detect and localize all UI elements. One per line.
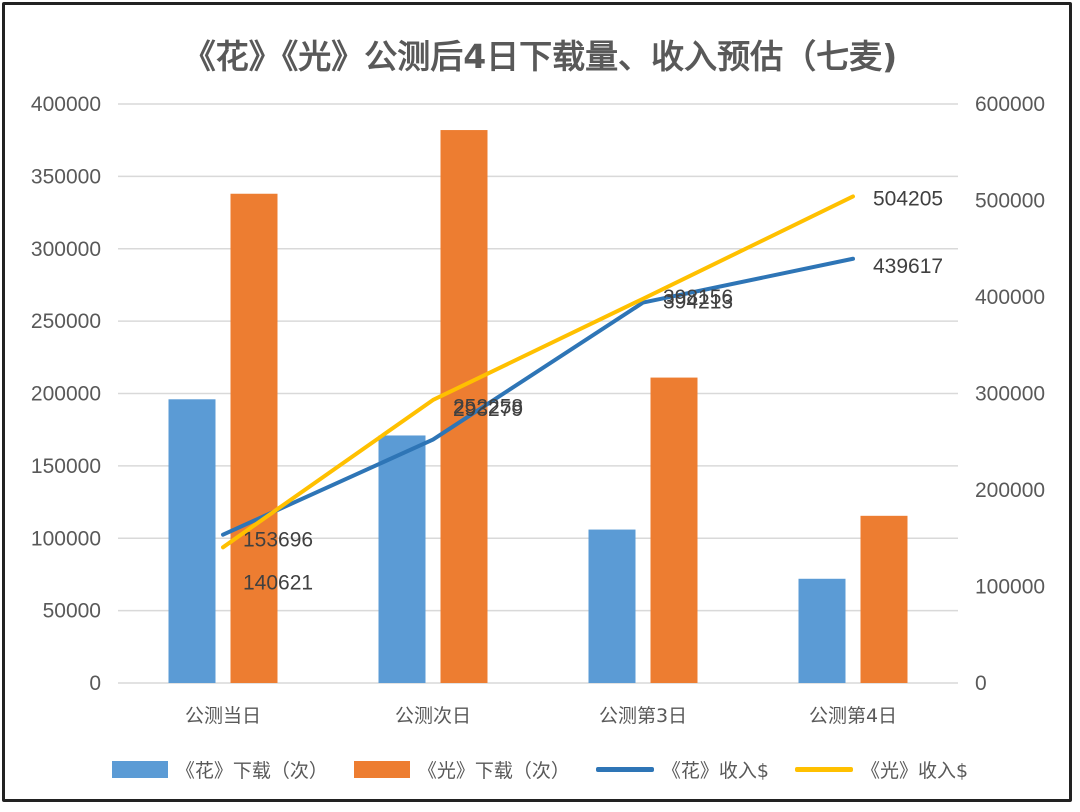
- data-label: 398156: [663, 286, 733, 309]
- x-category-label: 公测当日: [185, 705, 261, 727]
- y-left-tick-label: 200000: [31, 383, 101, 406]
- y-right-tick-label: 100000: [975, 576, 1045, 599]
- data-label: 252258: [453, 396, 523, 419]
- chart-legend: 《花》下载（次） 《光》下载（次） 《花》收入$ 《光》收入$: [0, 752, 1080, 786]
- legend-item-guang-downloads: 《光》下载（次）: [353, 756, 570, 783]
- data-label: 439617: [873, 255, 943, 278]
- y-left-tick-label: 350000: [31, 165, 101, 188]
- legend-item-hua-revenue: 《花》收入$: [595, 756, 770, 783]
- legend-label-guang-downloads: 《光》下载（次）: [417, 759, 570, 782]
- chart-title: 《花》《光》公测后4日下载量、收入预估（七麦): [182, 37, 898, 76]
- y-right-tick-label: 400000: [975, 286, 1045, 309]
- y-right-tick-label: 500000: [975, 190, 1045, 213]
- y-left-tick-label: 150000: [31, 455, 101, 478]
- y-right-tick-label: 0: [975, 672, 987, 695]
- y-left-tick-label: 100000: [31, 527, 101, 550]
- legend-label-guang-revenue: 《光》收入$: [861, 759, 969, 782]
- y-left-tick-label: 50000: [43, 600, 101, 623]
- bar: [650, 377, 698, 683]
- y-left-tick-label: 250000: [31, 310, 101, 333]
- legend-label-hua-downloads: 《花》下载（次）: [175, 759, 328, 782]
- bar: [168, 399, 216, 683]
- y-left-tick-label: 0: [89, 672, 101, 695]
- data-label: 153696: [243, 529, 313, 552]
- y-right-tick-label: 300000: [975, 383, 1045, 406]
- legend-swatch-guang-revenue: [795, 766, 854, 772]
- y-right-tick-label: 600000: [975, 93, 1045, 116]
- bar: [378, 435, 426, 683]
- data-label: 504205: [873, 187, 943, 210]
- data-label: 140621: [243, 571, 313, 594]
- legend-swatch-hua-revenue: [595, 766, 654, 772]
- bar: [588, 529, 636, 683]
- x-category-label: 公测第3日: [599, 705, 687, 727]
- data-label: 394213: [663, 291, 733, 314]
- bar: [860, 515, 908, 683]
- y-left-tick-label: 400000: [31, 93, 101, 116]
- series-line: [221, 194, 855, 550]
- bar: [440, 130, 488, 683]
- legend-swatch-guang-downloads: [353, 760, 410, 778]
- x-category-label: 公测第4日: [809, 705, 897, 727]
- series-line: [221, 256, 855, 537]
- bar: [798, 578, 846, 683]
- x-category-label: 公测次日: [395, 705, 471, 727]
- legend-item-guang-revenue: 《光》收入$: [795, 756, 968, 783]
- bar: [230, 193, 278, 683]
- y-right-tick-label: 200000: [975, 479, 1045, 502]
- legend-swatch-hua-downloads: [111, 760, 168, 778]
- legend-label-hua-revenue: 《花》收入$: [661, 759, 770, 782]
- legend-item-hua-downloads: 《花》下载（次）: [111, 756, 328, 783]
- data-label: 293279: [453, 398, 523, 421]
- y-left-tick-label: 300000: [31, 238, 101, 261]
